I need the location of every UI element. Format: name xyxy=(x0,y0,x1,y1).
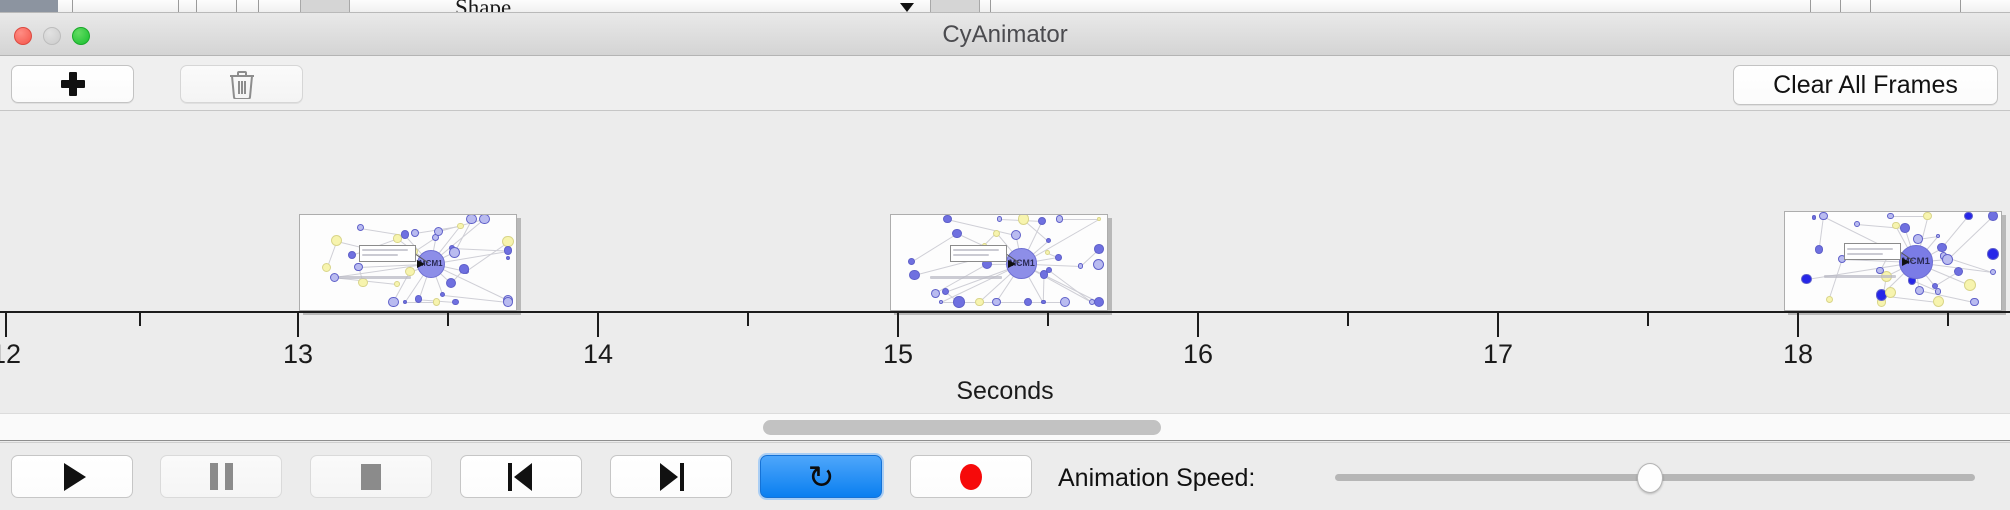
loop-icon: ↻ xyxy=(807,457,835,496)
ruler-baseline xyxy=(0,311,2010,313)
pause-button[interactable] xyxy=(160,455,282,498)
ruler-tick-major xyxy=(897,313,899,337)
ruler-tick-minor xyxy=(1947,313,1949,326)
frame-thumbnails[interactable]: MCM1 MCM1 MCM1 xyxy=(0,111,2010,311)
ruler-tick-major xyxy=(597,313,599,337)
ruler-tick-minor xyxy=(139,313,141,326)
axis-title: Seconds xyxy=(956,377,1054,405)
minimize-button[interactable] xyxy=(43,27,61,45)
play-icon xyxy=(63,462,86,491)
animation-speed-label: Animation Speed: xyxy=(1058,464,1256,492)
network-hub-node: MCM1 xyxy=(1006,248,1038,279)
skip-start-button[interactable] xyxy=(460,455,582,498)
timeline-scrollbar[interactable] xyxy=(0,413,2010,441)
ruler-tick-label: 16 xyxy=(1182,339,1214,369)
ruler-tick-label: 17 xyxy=(1482,339,1514,369)
background-window-strip: Shape xyxy=(0,0,2010,13)
ruler-tick-label: 12 xyxy=(0,339,22,369)
title-bar: CyAnimator xyxy=(0,13,2010,56)
zoom-button[interactable] xyxy=(72,27,90,45)
window-title: CyAnimator xyxy=(942,21,1068,48)
network-hub-node: MCM1 xyxy=(416,249,445,278)
playback-controls: ↻ Animation Speed: xyxy=(0,442,2010,510)
ruler-tick-label: 13 xyxy=(282,339,314,369)
clear-all-frames-label: Clear All Frames xyxy=(1773,70,1958,99)
skip-end-button[interactable] xyxy=(610,455,732,498)
ruler-tick-label: 14 xyxy=(582,339,614,369)
ruler-tick-minor xyxy=(447,313,449,326)
ruler-tick-minor xyxy=(747,313,749,326)
ruler-tick-major xyxy=(1197,313,1199,337)
ruler-tick-minor xyxy=(1647,313,1649,326)
scrollbar-thumb[interactable] xyxy=(763,420,1161,435)
clear-all-frames-button[interactable]: Clear All Frames xyxy=(1733,65,1998,105)
ruler-tick-minor xyxy=(1047,313,1049,326)
ruler-tick-major xyxy=(297,313,299,337)
timeline-panel[interactable]: MCM1 MCM1 MCM1 12 13 14 15 16 17 18 Seconds xyxy=(0,111,2010,413)
frames-toolbar: Clear All Frames xyxy=(0,56,2010,111)
close-button[interactable] xyxy=(14,27,32,45)
traffic-lights xyxy=(14,27,90,45)
frame-thumbnail[interactable]: MCM1 xyxy=(1784,211,2002,311)
plus-icon xyxy=(60,71,86,97)
timeline-ruler[interactable]: 12 13 14 15 16 17 18 Seconds xyxy=(0,311,2010,413)
skip-forward-icon xyxy=(656,462,686,491)
delete-frame-button[interactable] xyxy=(180,65,303,103)
record-icon xyxy=(960,463,982,490)
stop-button[interactable] xyxy=(310,455,432,498)
ruler-tick-minor xyxy=(1347,313,1349,326)
ruler-tick-label: 15 xyxy=(882,339,914,369)
loop-button[interactable]: ↻ xyxy=(760,455,882,498)
animation-speed-thumb[interactable] xyxy=(1637,463,1663,493)
play-button[interactable] xyxy=(11,455,133,498)
ruler-tick-major xyxy=(5,313,7,337)
stop-icon xyxy=(361,463,381,490)
record-button[interactable] xyxy=(910,455,1032,498)
frame-thumbnail[interactable]: MCM1 xyxy=(890,214,1108,311)
skip-back-icon xyxy=(506,462,536,491)
frame-thumbnail[interactable]: MCM1 xyxy=(299,214,517,311)
ruler-tick-major xyxy=(1497,313,1499,337)
pause-icon xyxy=(209,463,233,490)
ruler-tick-major xyxy=(1797,313,1799,337)
background-window-label: Shape xyxy=(455,0,512,13)
ruler-tick-label: 18 xyxy=(1782,339,1814,369)
add-frame-button[interactable] xyxy=(11,65,134,103)
trash-icon xyxy=(229,71,254,99)
